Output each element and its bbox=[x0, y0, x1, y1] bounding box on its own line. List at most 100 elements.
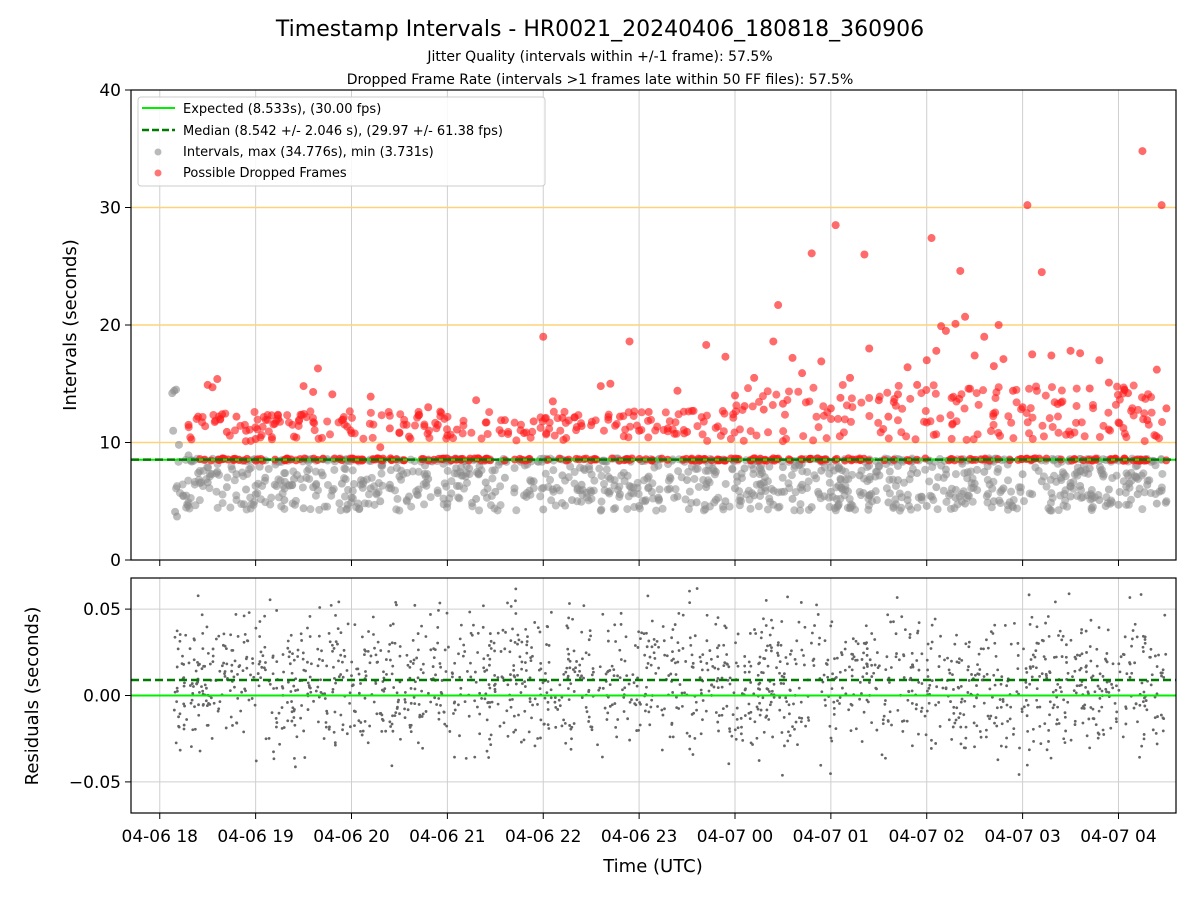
dropped-frame-point bbox=[994, 321, 1003, 329]
interval-point bbox=[921, 465, 930, 474]
residual-point bbox=[282, 670, 285, 674]
interval-point bbox=[280, 477, 289, 486]
residual-point bbox=[844, 692, 848, 696]
residual-point bbox=[991, 632, 995, 635]
residual-point bbox=[203, 683, 207, 687]
dropped-frame-point bbox=[1141, 394, 1150, 403]
interval-point bbox=[303, 467, 312, 476]
residual-point bbox=[776, 651, 779, 655]
residual-point bbox=[310, 662, 313, 666]
residual-point bbox=[637, 728, 641, 732]
residual-point bbox=[982, 647, 985, 651]
residual-point bbox=[1110, 682, 1113, 686]
residual-point bbox=[569, 682, 573, 686]
interval-point bbox=[1031, 463, 1040, 472]
residual-point bbox=[676, 641, 680, 645]
residual-point bbox=[1029, 658, 1033, 661]
residual-point bbox=[1141, 634, 1145, 638]
residual-point bbox=[1042, 655, 1046, 658]
residual-point bbox=[628, 700, 632, 704]
residual-point bbox=[549, 610, 553, 614]
dropped-frame-point bbox=[1113, 382, 1122, 391]
residual-point bbox=[894, 655, 898, 659]
residual-point bbox=[485, 718, 489, 722]
residual-point bbox=[799, 720, 803, 724]
residual-point bbox=[856, 642, 860, 646]
residual-point bbox=[712, 685, 716, 689]
interval-point bbox=[590, 476, 599, 485]
dropped-frame-point bbox=[774, 301, 783, 310]
residual-point bbox=[1028, 665, 1032, 669]
residual-point bbox=[705, 613, 709, 617]
intervals-y-axis-label: Intervals (seconds) bbox=[60, 239, 81, 411]
residual-point bbox=[274, 725, 278, 729]
residual-point bbox=[1001, 700, 1005, 703]
dropped-frame-point bbox=[365, 419, 374, 428]
residual-point bbox=[716, 646, 719, 650]
dropped-frame-point bbox=[809, 383, 818, 392]
residual-point bbox=[175, 665, 179, 669]
residual-point bbox=[382, 689, 386, 693]
residual-point bbox=[233, 685, 236, 689]
residual-point bbox=[314, 689, 318, 693]
residual-point bbox=[328, 725, 331, 729]
residual-point bbox=[251, 661, 255, 665]
interval-point bbox=[1080, 468, 1089, 477]
interval-point bbox=[539, 505, 548, 514]
residual-point bbox=[348, 691, 352, 695]
residual-point bbox=[1155, 665, 1159, 668]
interval-point bbox=[212, 487, 221, 496]
residual-point bbox=[645, 685, 648, 689]
residual-point bbox=[875, 651, 879, 654]
interval-point bbox=[855, 471, 864, 480]
interval-point bbox=[606, 474, 615, 483]
residual-point bbox=[967, 679, 971, 682]
dropped-frame-point bbox=[452, 425, 461, 434]
residual-point bbox=[634, 703, 638, 707]
interval-point bbox=[323, 480, 332, 489]
residual-point bbox=[1024, 667, 1028, 670]
residual-point bbox=[182, 684, 186, 688]
interval-point bbox=[635, 501, 644, 510]
dropped-frame-point bbox=[826, 404, 835, 413]
residual-point bbox=[785, 662, 789, 666]
residual-point bbox=[539, 718, 543, 722]
residual-point bbox=[650, 645, 654, 649]
residual-point bbox=[1026, 729, 1030, 733]
residual-point bbox=[895, 596, 899, 599]
interval-point bbox=[510, 464, 519, 473]
residual-point bbox=[870, 663, 874, 667]
interval-point bbox=[1028, 490, 1037, 499]
residual-point bbox=[643, 653, 647, 657]
residual-point bbox=[608, 704, 612, 708]
residual-point bbox=[1078, 668, 1082, 672]
residual-point bbox=[767, 718, 771, 721]
residual-point bbox=[416, 648, 420, 652]
dropped-frame-point bbox=[1025, 384, 1034, 393]
residual-point bbox=[613, 623, 617, 627]
residual-point bbox=[1142, 737, 1146, 741]
residual-point bbox=[980, 678, 984, 682]
residual-point bbox=[193, 727, 197, 731]
residual-point bbox=[757, 759, 761, 762]
interval-point bbox=[230, 476, 239, 485]
residual-point bbox=[601, 686, 605, 690]
interval-point bbox=[963, 474, 972, 483]
residual-point bbox=[706, 668, 710, 672]
interval-point bbox=[385, 480, 394, 489]
x-ticks: 04-06 18 04-06 19 04-06 20 04-06 21 04-06 22… bbox=[122, 560, 1157, 847]
residual-point bbox=[183, 704, 186, 708]
residual-point bbox=[359, 729, 362, 733]
residual-point bbox=[693, 736, 697, 740]
residuals-ytick-label: 0.00 bbox=[83, 687, 121, 707]
residual-point bbox=[950, 738, 954, 741]
residual-point bbox=[698, 676, 702, 680]
dropped-frame-point bbox=[947, 434, 956, 443]
dropped-frame-point bbox=[485, 408, 494, 417]
dropped-frame-point bbox=[778, 399, 787, 408]
residual-point bbox=[920, 682, 924, 685]
residual-point bbox=[275, 609, 279, 612]
residual-point bbox=[943, 658, 946, 662]
interval-point bbox=[655, 485, 664, 494]
dropped-frame-point bbox=[520, 429, 529, 438]
